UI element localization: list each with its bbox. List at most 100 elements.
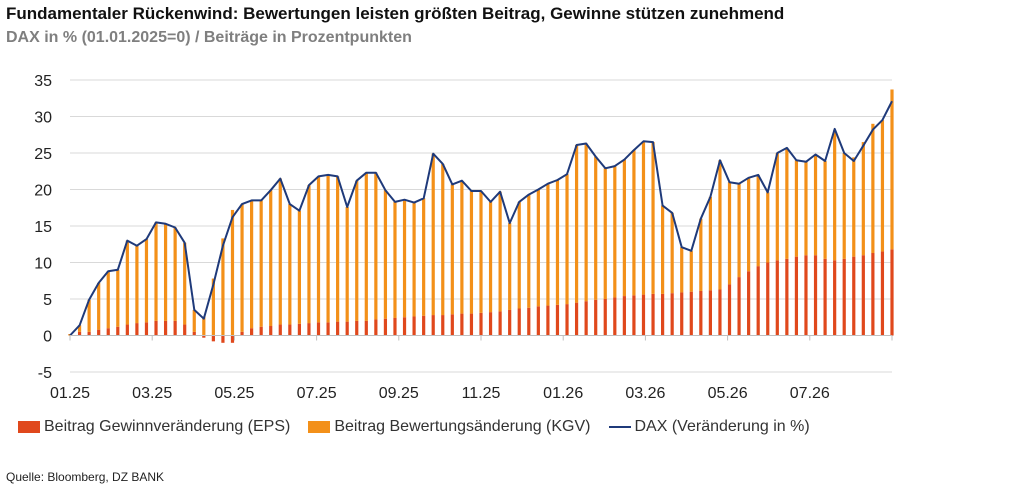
bar-eps	[202, 335, 206, 338]
legend-swatch-dax	[608, 426, 631, 428]
bar-eps	[880, 251, 885, 336]
bar-eps	[116, 326, 120, 336]
y-tick-label: 30	[34, 110, 52, 127]
bar-eps	[766, 262, 770, 336]
x-tick-label: 05.26	[708, 385, 748, 402]
bar-eps	[871, 253, 875, 336]
legend-item-eps: Beitrag Gewinnveränderung (EPS)	[18, 418, 290, 436]
line-series	[69, 100, 893, 337]
bar-kgv	[775, 153, 779, 261]
bar-kgv	[144, 239, 149, 323]
bar-eps	[221, 335, 225, 343]
x-tick-label: 03.25	[132, 385, 172, 402]
bar-kgv	[527, 194, 531, 308]
bar-kgv	[173, 227, 177, 321]
bar-kgv	[326, 174, 330, 323]
bar-kgv	[594, 156, 598, 300]
bar-kgv	[766, 192, 770, 263]
source-note: Quelle: Bloomberg, DZ BANK	[6, 470, 165, 484]
bar-eps	[422, 315, 426, 336]
y-tick-label: 0	[43, 329, 52, 346]
bar-eps	[355, 320, 359, 336]
bar-kgv	[192, 309, 196, 332]
bar-eps	[785, 258, 789, 336]
bar-kgv	[718, 160, 722, 290]
bar-kgv	[632, 150, 636, 296]
bar-eps	[794, 256, 799, 336]
bar-kgv	[680, 247, 684, 293]
bar-kgv	[125, 240, 129, 325]
bar-eps	[527, 307, 531, 336]
bar-series	[68, 89, 894, 343]
bar-kgv	[336, 176, 340, 322]
bar-eps	[307, 323, 311, 336]
axes: -5 0 5 10 15 20 25 30 35 01.25 03.25 05.25 07.25 09.2…	[34, 73, 893, 402]
bar-kgv	[364, 172, 368, 321]
bar-kgv	[880, 120, 885, 252]
bar-eps	[269, 326, 273, 336]
bar-eps	[756, 266, 760, 336]
bar-eps	[574, 302, 579, 336]
legend-item-dax: DAX (Veränderung in %)	[608, 418, 810, 436]
bar-kgv	[555, 180, 560, 305]
bar-eps	[97, 329, 101, 336]
bar-eps	[517, 308, 521, 336]
bar-kgv	[641, 141, 646, 295]
bar-eps	[479, 312, 483, 336]
bar-eps	[813, 255, 818, 336]
bar-eps	[211, 335, 215, 342]
bar-kgv	[163, 223, 168, 321]
legend-swatch-kgv	[308, 421, 331, 433]
bar-kgv	[135, 245, 139, 324]
bar-kgv	[785, 147, 789, 259]
dax-line	[69, 100, 893, 337]
bar-eps	[183, 324, 187, 336]
bar-eps	[297, 323, 301, 336]
bar-kgv	[450, 184, 454, 315]
bar-kgv	[498, 191, 502, 312]
bar-kgv	[852, 157, 856, 257]
bar-eps	[861, 255, 865, 336]
bar-kgv	[794, 160, 799, 257]
bar-eps	[87, 331, 91, 336]
bar-eps	[173, 320, 177, 336]
bar-kgv	[756, 174, 760, 267]
bar-eps	[747, 271, 751, 336]
bar-eps	[651, 293, 655, 336]
bar-eps	[632, 295, 636, 336]
x-tick-label: 09.25	[379, 385, 419, 402]
bar-kgv	[727, 182, 732, 285]
bar-kgv	[221, 238, 225, 336]
bar-kgv	[269, 190, 273, 327]
bar-eps	[374, 319, 378, 336]
bar-eps	[469, 313, 474, 336]
bar-eps	[383, 318, 388, 336]
bar-eps	[259, 326, 263, 336]
bar-kgv	[536, 189, 540, 307]
bar-kgv	[441, 163, 445, 316]
bar-eps	[441, 315, 445, 336]
bar-kgv	[431, 153, 435, 316]
bar-eps	[192, 331, 196, 336]
bar-eps	[326, 322, 330, 336]
bar-kgv	[871, 123, 875, 254]
bar-kgv	[250, 200, 254, 329]
bar-eps	[852, 256, 856, 336]
bar-eps	[718, 289, 722, 336]
bar-eps	[622, 296, 626, 336]
y-tick-label: 35	[34, 73, 52, 90]
bar-eps	[594, 299, 598, 336]
bar-kgv	[823, 161, 827, 259]
bar-eps	[336, 321, 340, 336]
legend-label-eps: Beitrag Gewinnveränderung (EPS)	[44, 418, 291, 435]
bar-kgv	[861, 142, 865, 256]
bar-kgv	[383, 190, 388, 319]
y-tick-label: 25	[34, 146, 52, 163]
bar-kgv	[689, 250, 693, 292]
legend-label-kgv: Beitrag Bewertungsänderung (KGV)	[334, 418, 591, 435]
bar-eps	[250, 328, 254, 336]
bar-kgv	[240, 204, 244, 332]
bar-eps	[412, 316, 416, 336]
bar-eps	[823, 258, 827, 336]
bar-eps	[240, 331, 244, 336]
